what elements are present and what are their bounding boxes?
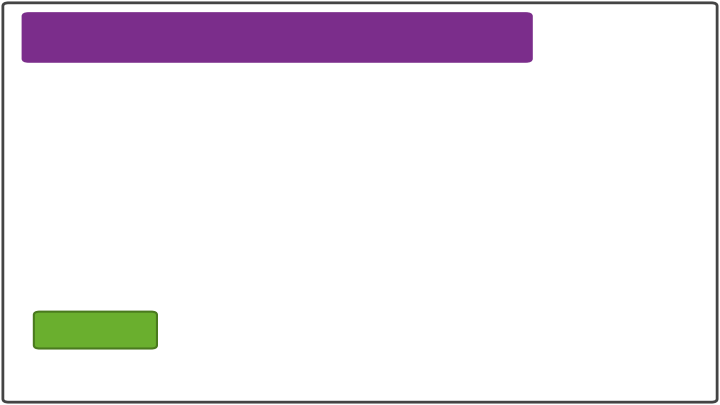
Text: Solution:: Solution: [57,322,134,338]
Text: Intensity is vector quantity: Intensity is vector quantity [50,350,306,367]
Text: 2) Vector: 2) Vector [259,167,345,185]
Text: 1) Scalar: 1) Scalar [65,167,148,185]
Text: 6. Intensity of magnetisation is: 6. Intensity of magnetisation is [50,98,369,116]
Text: 4) none: 4) none [259,220,330,238]
Text: ✔: ✔ [228,162,254,191]
Text: 3) both: 3) both [65,220,133,238]
Text: VECTORS  - conceptual: VECTORS - conceptual [40,28,307,47]
